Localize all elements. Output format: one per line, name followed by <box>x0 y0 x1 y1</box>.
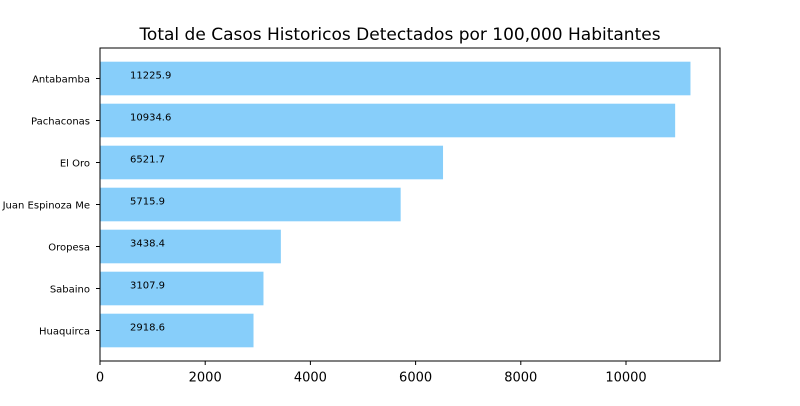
bar <box>100 187 401 222</box>
y-tick-label: Antabamba <box>32 75 90 86</box>
y-tick-label: El Oro <box>60 159 90 170</box>
bar <box>100 271 264 306</box>
bar <box>100 103 676 138</box>
x-tick-label: 4000 <box>294 371 327 386</box>
x-tick-label: 8000 <box>504 371 537 386</box>
bar <box>100 61 691 96</box>
y-tick-label: Juan Espinoza Me <box>2 201 90 212</box>
value-label: 6521.7 <box>130 155 165 166</box>
y-tick-label: Sabaino <box>50 285 90 296</box>
chart-title: Total de Casos Historicos Detectados por… <box>138 25 660 45</box>
value-label: 10934.6 <box>130 113 171 124</box>
value-label: 3107.9 <box>130 281 165 292</box>
value-label: 5715.9 <box>130 197 165 208</box>
y-tick-label: Huaquirca <box>39 327 90 338</box>
x-tick-label: 2000 <box>189 371 222 386</box>
value-label: 2918.6 <box>130 323 165 334</box>
bar <box>100 313 254 348</box>
plot-frame <box>99 47 721 362</box>
bar <box>100 145 444 180</box>
bar <box>100 229 281 264</box>
y-tick-label: Oropesa <box>48 243 90 254</box>
x-tick-label: 6000 <box>399 371 432 386</box>
x-tick-label: 0 <box>96 371 104 386</box>
value-label: 11225.9 <box>130 71 171 82</box>
x-tick-label: 10000 <box>605 371 646 386</box>
value-label: 3438.4 <box>130 239 165 250</box>
y-tick-label: Pachaconas <box>31 117 90 128</box>
